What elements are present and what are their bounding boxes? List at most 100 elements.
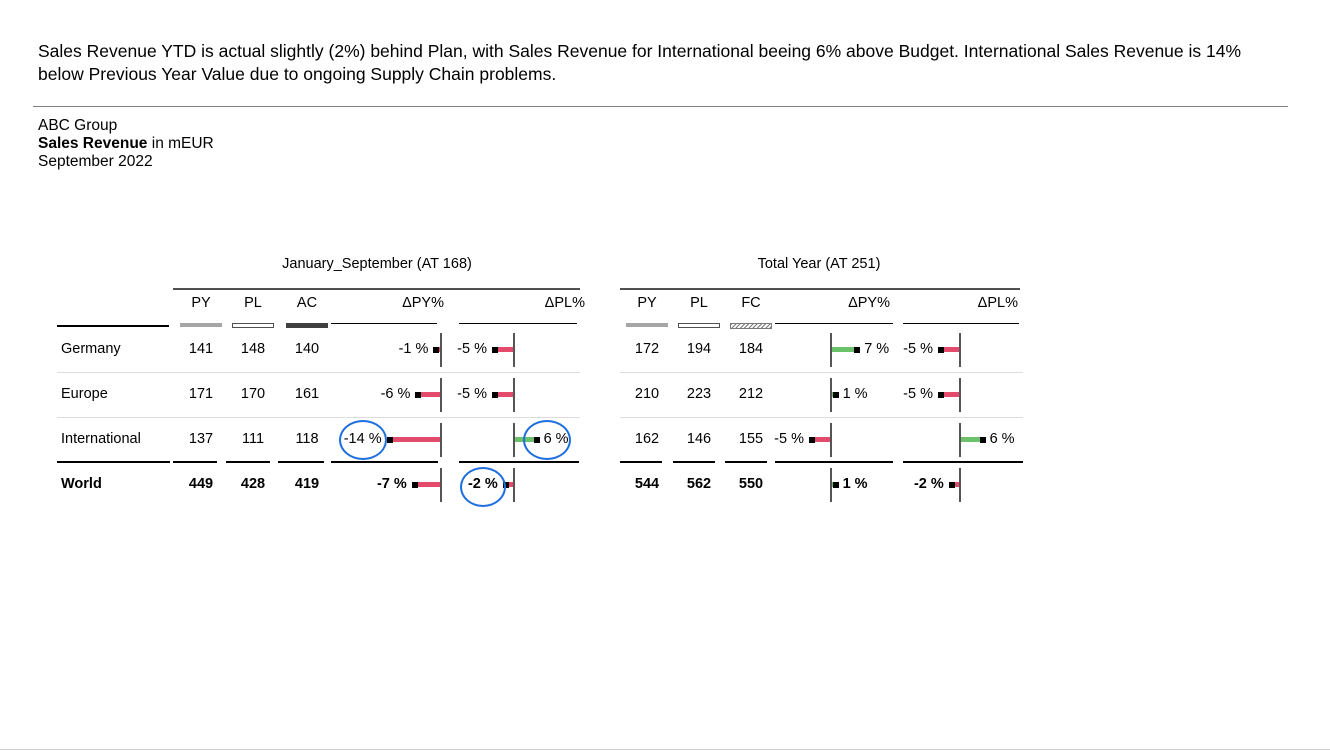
delta-pl-bar — [960, 437, 983, 442]
value-cell: 140 — [294, 341, 320, 357]
delta-py-bar — [389, 437, 440, 442]
delta-pl-marker — [492, 392, 498, 398]
delta-pl-axis — [513, 333, 515, 367]
value-cell: 544 — [634, 476, 660, 492]
column-header-ac: AC — [296, 295, 318, 311]
highlight-circle-delta-py-international — [339, 420, 387, 460]
delta-py-axis — [830, 378, 832, 412]
delta-py-marker — [854, 347, 861, 353]
delta-pl-bar — [941, 392, 959, 397]
delta-pl-header: ΔPL% — [977, 295, 1018, 311]
highlight-circle-delta-pl-international — [523, 420, 571, 460]
delta-py-header-rule — [775, 323, 893, 324]
scenario-key-pl — [232, 323, 274, 328]
row-label-world: World — [61, 476, 102, 492]
value-cell: 148 — [240, 341, 266, 357]
delta-pl-bar — [495, 392, 513, 397]
value-cell: 118 — [295, 431, 319, 447]
label-column-rule — [57, 325, 169, 327]
value-cell: 170 — [240, 386, 266, 402]
value-cell: 172 — [634, 341, 660, 357]
total-separator — [903, 461, 1023, 463]
delta-py-label: 7 % — [864, 341, 890, 357]
delta-pl-axis — [513, 468, 515, 502]
delta-pl-marker — [492, 347, 498, 353]
delta-py-header: ΔPY% — [402, 295, 444, 311]
total-separator — [673, 461, 715, 463]
delta-pl-axis — [513, 423, 515, 457]
value-cell: 161 — [294, 386, 320, 402]
delta-pl-marker — [938, 392, 944, 398]
delta-pl-axis — [959, 333, 961, 367]
delta-pl-axis — [959, 378, 961, 412]
value-cell: 111 — [241, 431, 265, 447]
delta-py-marker — [386, 437, 393, 443]
scenario-key-py — [626, 323, 668, 327]
row-separator — [57, 417, 580, 418]
value-cell: 212 — [738, 386, 764, 402]
row-label-europe: Europe — [61, 386, 108, 402]
delta-py-bar — [414, 482, 440, 487]
value-cell: 146 — [686, 431, 712, 447]
delta-pl-bar — [505, 482, 513, 487]
delta-py-label: -1 % — [398, 341, 429, 357]
value-cell: 419 — [294, 476, 320, 492]
delta-py-axis — [830, 423, 832, 457]
scenario-key-pl — [678, 323, 720, 328]
scenario-key-ac — [286, 323, 328, 328]
delta-pl-marker — [948, 482, 955, 488]
delta-py-marker — [832, 482, 839, 488]
column-header-pl: PL — [690, 295, 708, 311]
delta-pl-header-rule — [903, 323, 1019, 324]
group-title-line-1 — [620, 288, 1020, 290]
delta-py-axis — [830, 333, 832, 367]
group-title-line-0 — [173, 288, 580, 290]
page-bottom-rule — [0, 749, 1330, 750]
measure-title: Sales Revenue in mEUR — [38, 135, 214, 153]
delta-pl-header: ΔPL% — [544, 295, 585, 311]
commentary-text: Sales Revenue YTD is actual slightly (2%… — [38, 41, 1242, 84]
period-label: September 2022 — [38, 153, 153, 170]
highlight-circle-delta-pl-world — [460, 467, 506, 507]
total-separator — [459, 461, 579, 463]
row-label-germany: Germany — [61, 341, 121, 357]
delta-pl-label: -5 % — [457, 386, 487, 402]
total-separator — [620, 461, 662, 463]
delta-py-bar — [831, 347, 857, 352]
delta-py-axis — [830, 468, 832, 502]
delta-py-axis — [440, 468, 442, 502]
company-name: ABC Group — [38, 117, 118, 134]
measure-unit: in mEUR — [147, 135, 214, 152]
column-header-pl: PL — [244, 295, 262, 311]
group-title-0: January_September (AT 168) — [282, 256, 472, 272]
delta-py-label: 1 % — [842, 386, 868, 402]
total-separator — [57, 461, 170, 463]
value-cell: 155 — [738, 431, 764, 447]
delta-pl-label: -5 % — [903, 386, 933, 402]
value-cell: 194 — [686, 341, 712, 357]
delta-py-marker — [433, 347, 440, 353]
value-cell: 171 — [188, 386, 214, 402]
delta-pl-marker — [938, 347, 944, 353]
delta-py-marker — [809, 437, 815, 443]
delta-pl-label: -2 % — [913, 476, 944, 492]
delta-pl-axis — [959, 468, 961, 502]
column-header-py: PY — [191, 295, 211, 311]
delta-py-label: -6 % — [380, 386, 411, 402]
scenario-key-fc — [730, 323, 772, 329]
divider-line — [33, 106, 1288, 107]
delta-py-axis — [440, 333, 442, 367]
delta-pl-bar — [951, 482, 959, 487]
value-cell: 162 — [634, 431, 660, 447]
row-label-international: International — [61, 431, 141, 447]
delta-py-label: -7 % — [376, 476, 407, 492]
total-separator — [331, 461, 438, 463]
report-header: ABC Group Sales Revenue in mEUR Septembe… — [38, 117, 214, 171]
delta-pl-label: -5 % — [457, 341, 487, 357]
column-header-py: PY — [637, 295, 657, 311]
value-cell: 210 — [634, 386, 660, 402]
row-separator — [57, 372, 580, 373]
value-cell: 562 — [686, 476, 712, 492]
delta-pl-bar — [941, 347, 959, 352]
value-cell: 137 — [188, 431, 214, 447]
